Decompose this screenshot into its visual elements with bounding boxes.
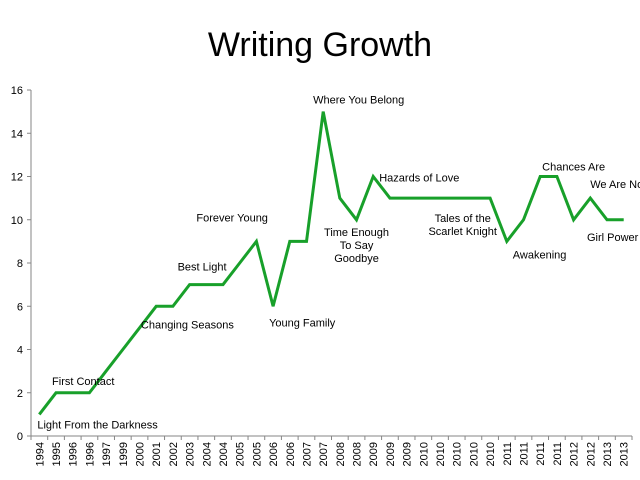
annotation-label: Time Enough To Say Goodbye (324, 227, 389, 265)
x-tick-label: 2013 (602, 442, 614, 466)
series-line (38, 111, 624, 416)
annotation-label: Best Light (178, 262, 227, 274)
x-tick-label: 1996 (84, 442, 96, 466)
x-tick-label: 2010 (485, 442, 497, 466)
x-tick-label: 2011 (502, 442, 514, 466)
x-tick-label: 2011 (535, 442, 547, 466)
y-tick-label: 10 (11, 215, 23, 227)
annotation-label: Chances Are (542, 162, 605, 174)
x-tick-label: 1997 (101, 442, 113, 466)
x-tick-label: 1994 (34, 442, 46, 466)
x-tick-label: 2007 (318, 442, 330, 466)
series-line-group (38, 111, 624, 416)
y-tick-label: 14 (11, 128, 23, 140)
x-tick-label: 2004 (201, 442, 213, 466)
x-tick-label: 2009 (385, 442, 397, 466)
y-tick-label: 2 (17, 388, 23, 400)
annotation-labels: First Contact Light From the Darkness Chan… (37, 95, 640, 432)
annotation-label: Changing Seasons (141, 319, 234, 331)
annotation-label: Awakening (513, 249, 567, 261)
y-tick-label: 12 (11, 172, 23, 184)
annotation-label: First Contact (52, 376, 114, 388)
annotation-label: Girl Power (587, 232, 639, 244)
x-tick-label: 2000 (135, 442, 147, 466)
x-tick-label: 2010 (468, 442, 480, 466)
axes (27, 89, 633, 440)
y-tick-label: 6 (17, 301, 23, 313)
x-tick-label: 2010 (452, 442, 464, 466)
x-tick-label: 2005 (235, 442, 247, 466)
x-tick-label: 1996 (68, 442, 80, 466)
x-tick-label: 2009 (402, 442, 414, 466)
x-tick-label: 1999 (118, 442, 130, 466)
x-tick-label: 2011 (518, 442, 530, 466)
x-tick-label: 2010 (435, 442, 447, 466)
annotation-label: Light From the Darkness (37, 419, 158, 431)
x-tick-label: 2011 (552, 442, 564, 466)
x-tick-label: 2003 (185, 442, 197, 466)
annotation-label: Tales of the Scarlet Knight (428, 213, 496, 238)
annotation-label: Young Family (269, 317, 336, 329)
x-tick-label: 1995 (51, 442, 63, 466)
y-tick-label: 16 (11, 85, 23, 97)
x-tick-label: 2005 (251, 442, 263, 466)
x-tick-label: 2004 (218, 442, 230, 466)
y-tick-label: 0 (17, 431, 23, 443)
x-tick-label: 2012 (585, 442, 597, 466)
x-tick-label: 2008 (352, 442, 364, 466)
x-tick-label: 2009 (368, 442, 380, 466)
annotation-label: Hazards of Love (379, 173, 459, 185)
x-tick-label: 2013 (619, 442, 631, 466)
annotation-label: Forever Young (196, 212, 268, 224)
y-tick-label: 4 (17, 345, 23, 357)
x-tick-label: 2006 (268, 442, 280, 466)
x-tick-label: 2010 (418, 442, 430, 466)
x-tick-label: 2012 (569, 442, 581, 466)
x-tick-label: 2007 (301, 442, 313, 466)
x-tick-label: 2001 (151, 442, 163, 466)
annotation-label: We Are Now (590, 179, 640, 191)
annotation-label: Where You Belong (313, 95, 404, 107)
x-tick-labels: 1994 1995 1996 1996 1997 1999 2000 2001 2002 2003… (34, 442, 630, 466)
x-tick-label: 2008 (335, 442, 347, 466)
x-tick-label: 2002 (168, 442, 180, 466)
y-tick-label: 8 (17, 258, 23, 270)
chart-title: Writing Growth (207, 26, 433, 64)
x-tick-label: 2006 (285, 442, 297, 466)
y-tick-labels: 0 2 4 6 8 10 12 14 16 (11, 85, 23, 443)
